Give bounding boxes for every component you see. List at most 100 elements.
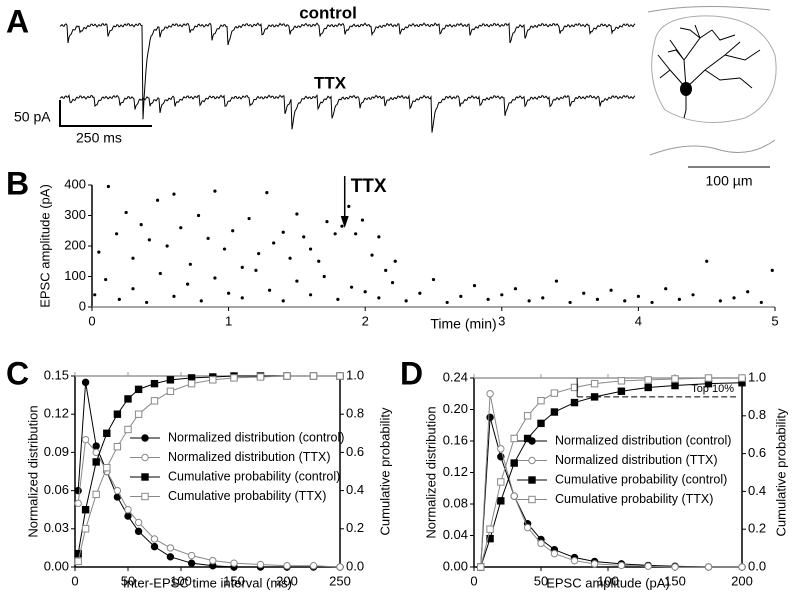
trace	[59, 93, 636, 133]
marker	[477, 563, 485, 571]
marker	[617, 377, 626, 385]
point	[131, 256, 135, 260]
series-line	[77, 438, 341, 568]
point	[172, 294, 176, 298]
y2-tick-label: 0.0	[346, 558, 364, 573]
x-tick-label: 3	[498, 313, 505, 328]
marker	[209, 556, 217, 565]
y-tick-label: 0.12	[443, 464, 468, 479]
dendrites	[657, 24, 761, 89]
marker	[166, 553, 175, 561]
y-axis-label: Normalized distribution	[25, 405, 40, 537]
marker	[523, 434, 532, 443]
point	[609, 288, 613, 292]
point	[222, 247, 227, 251]
marker	[283, 372, 291, 380]
panel-label: A	[6, 3, 29, 39]
y-tick-label: 400	[64, 176, 86, 191]
point	[541, 296, 545, 300]
point	[257, 252, 261, 256]
point	[165, 244, 169, 248]
y-axis-label: Normalized distribution	[423, 406, 438, 538]
point	[145, 300, 149, 305]
marker	[150, 379, 159, 388]
marker	[550, 549, 559, 558]
point	[188, 262, 192, 266]
marker	[81, 378, 90, 387]
scale-label: 100 µm	[706, 173, 753, 189]
trace-label: control	[299, 3, 357, 22]
y2-tick-label: 1.0	[748, 369, 766, 384]
marker	[141, 434, 149, 442]
y2-tick-label: 1.0	[346, 367, 364, 382]
marker	[486, 525, 494, 533]
marker	[150, 535, 159, 543]
y2-tick-label: 0.2	[346, 520, 364, 535]
marker	[113, 442, 122, 451]
point	[93, 293, 97, 297]
axon	[683, 92, 687, 119]
point	[377, 296, 381, 300]
panel-label: C	[6, 355, 29, 391]
point	[582, 291, 586, 295]
point	[746, 290, 750, 294]
marker	[510, 434, 518, 443]
marker	[113, 410, 122, 418]
marker	[134, 527, 143, 536]
point	[213, 189, 217, 193]
marker	[523, 412, 532, 420]
neuron-image	[647, 5, 777, 156]
marker	[537, 419, 545, 428]
marker	[166, 544, 175, 552]
point	[360, 218, 365, 222]
point	[139, 223, 143, 227]
point	[158, 271, 162, 276]
x-tick-label: 200	[276, 573, 298, 588]
point	[770, 268, 774, 272]
y2-tick-label: 0.4	[346, 482, 364, 497]
marker	[230, 374, 238, 382]
marker	[81, 435, 90, 444]
y-tick-label: 0.09	[44, 444, 69, 459]
x-tick-label: 2	[362, 313, 369, 328]
marker	[486, 413, 494, 422]
scale-label: 250 ms	[76, 130, 122, 146]
marker	[103, 463, 111, 472]
series-line	[480, 417, 742, 568]
marker	[523, 523, 532, 532]
marker	[704, 374, 713, 382]
outline	[649, 139, 776, 156]
panel-label: D	[400, 355, 423, 391]
point	[295, 279, 299, 283]
y-tick-label: 0.20	[443, 401, 468, 416]
point	[718, 299, 722, 303]
point	[340, 224, 344, 228]
x-tick-label: 4	[635, 313, 642, 328]
marker	[590, 379, 599, 388]
marker	[497, 478, 505, 486]
point	[179, 226, 183, 230]
marker	[74, 499, 82, 508]
legend-label: Normalized distribution (control)	[168, 430, 344, 444]
trace	[59, 22, 636, 120]
y-tick-label: 0.12	[44, 406, 69, 421]
marker	[81, 525, 90, 533]
x-tick-label: 100	[170, 573, 192, 588]
marker	[187, 379, 196, 388]
marker	[256, 373, 265, 381]
point	[705, 259, 709, 263]
marker	[141, 453, 149, 462]
legend-label: Normalized distribution (control)	[555, 433, 731, 447]
point	[302, 235, 306, 239]
marker	[671, 381, 679, 390]
outline	[647, 5, 771, 13]
x-tick-label: 200	[731, 573, 753, 588]
point	[206, 236, 210, 240]
marker	[256, 560, 265, 569]
point	[172, 192, 176, 196]
point	[199, 299, 203, 303]
point	[231, 229, 235, 233]
marker	[187, 551, 196, 560]
marker	[74, 549, 82, 558]
point	[349, 285, 354, 289]
